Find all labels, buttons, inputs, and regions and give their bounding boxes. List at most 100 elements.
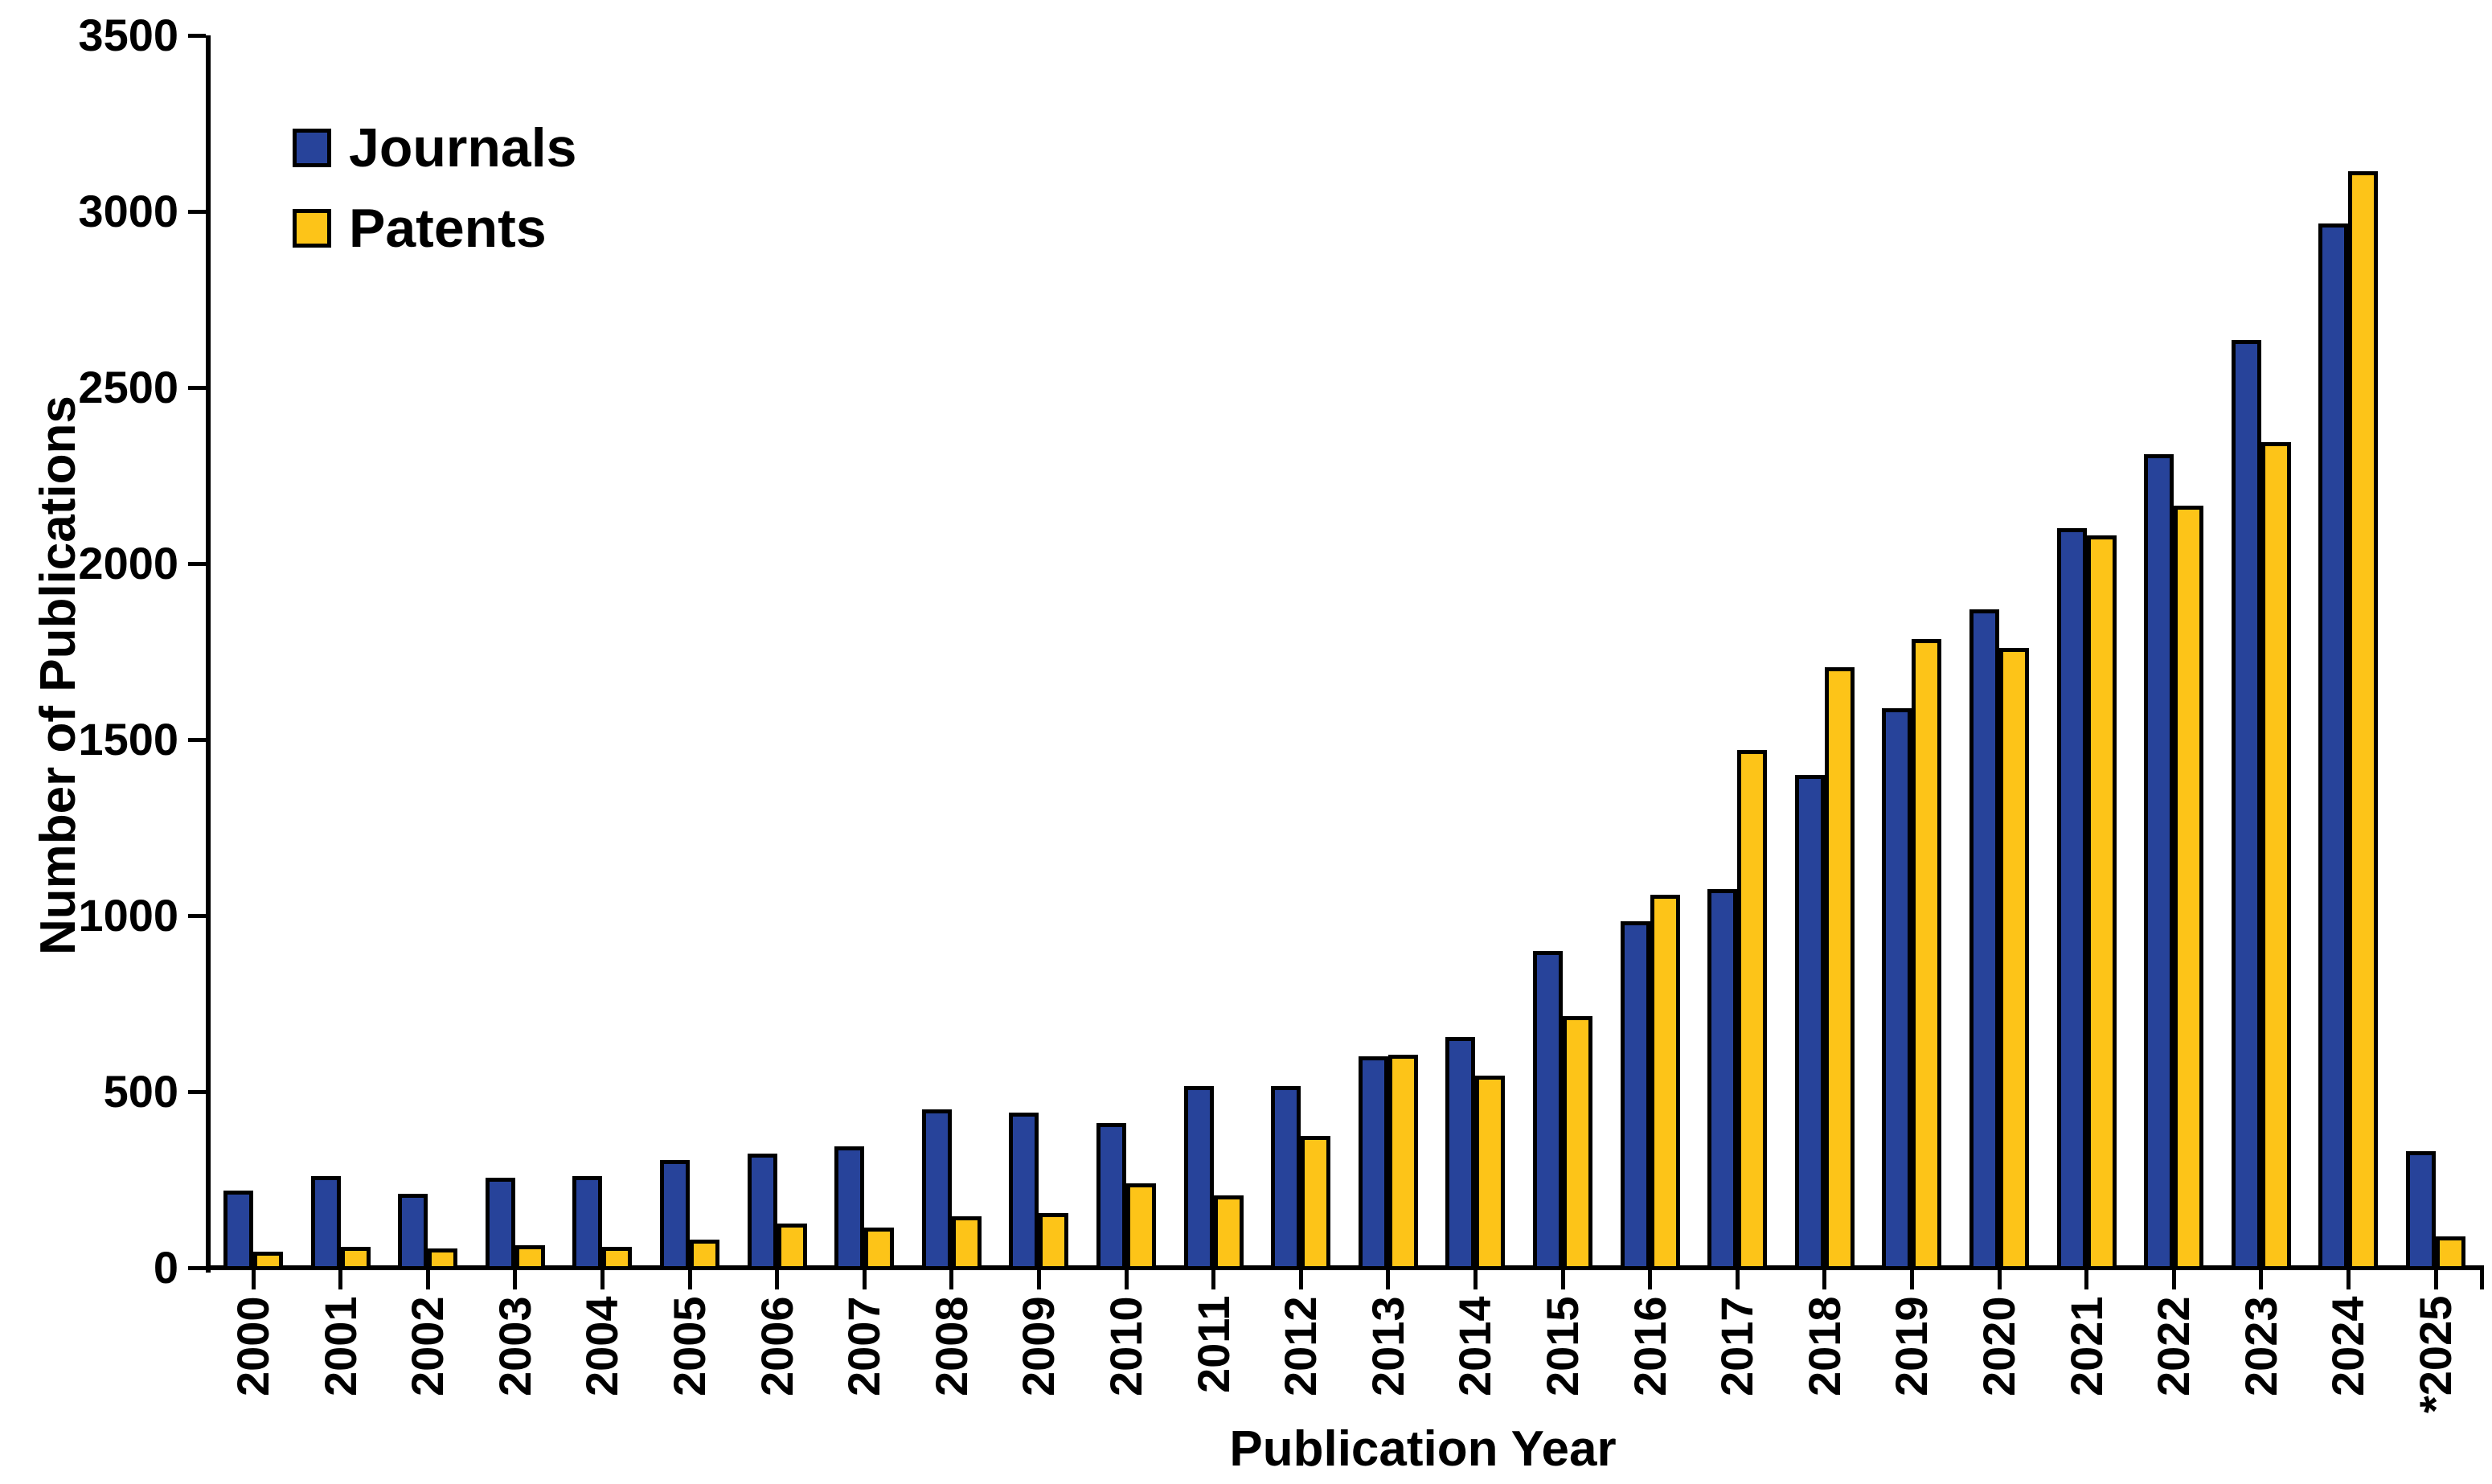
y-tick-label: 1500 xyxy=(78,714,178,765)
bar-patents-2000 xyxy=(253,1252,283,1270)
y-tick-label: 0 xyxy=(153,1242,178,1293)
y-tick-label: 1000 xyxy=(78,890,178,941)
x-tick-label: 2008 xyxy=(925,1296,977,1396)
x-tick-label: 2011 xyxy=(1187,1296,1239,1394)
y-axis-line xyxy=(206,35,211,1273)
bar-patents-2025 xyxy=(2436,1236,2465,1270)
bar-patents-2024 xyxy=(2348,170,2379,1270)
x-tick xyxy=(2346,1270,2351,1289)
bar-patents-2012 xyxy=(1301,1135,1331,1270)
x-tick-label: 2010 xyxy=(1100,1296,1151,1396)
x-tick-label: 2000 xyxy=(227,1296,278,1396)
bar-journals-2022 xyxy=(2144,454,2174,1270)
y-tick-label: 2000 xyxy=(78,538,178,588)
x-tick xyxy=(425,1270,430,1289)
x-tick xyxy=(600,1270,605,1289)
x-tick-label: 2014 xyxy=(1449,1296,1501,1396)
x-tick-label: *2025 xyxy=(2410,1296,2461,1414)
x-tick-label: 2024 xyxy=(2322,1296,2374,1396)
bar-journals-2012 xyxy=(1271,1086,1301,1270)
bar-journals-2017 xyxy=(1707,889,1738,1270)
bar-patents-2022 xyxy=(2174,505,2204,1270)
bar-journals-2006 xyxy=(747,1153,777,1270)
bar-journals-2003 xyxy=(485,1178,515,1270)
bar-patents-2016 xyxy=(1650,894,1680,1270)
x-tick xyxy=(687,1270,692,1289)
x-tick xyxy=(2433,1270,2438,1289)
bar-patents-2009 xyxy=(1039,1213,1069,1270)
bar-journals-2020 xyxy=(1969,609,1999,1270)
x-tick xyxy=(1036,1270,1041,1289)
y-tick xyxy=(188,738,206,742)
legend-item-journals: Journals xyxy=(293,114,576,182)
bar-patents-2017 xyxy=(1737,750,1768,1270)
bar-journals-2008 xyxy=(921,1109,952,1270)
bar-journals-2024 xyxy=(2318,223,2349,1270)
y-tick xyxy=(188,914,206,918)
x-tick xyxy=(1822,1270,1827,1289)
y-tick xyxy=(188,34,206,38)
x-tick-label: 2023 xyxy=(2235,1296,2286,1396)
bar-patents-2021 xyxy=(2086,535,2117,1270)
x-tick xyxy=(1211,1270,1216,1289)
bar-patents-2004 xyxy=(602,1246,633,1270)
x-tick-label: 2004 xyxy=(576,1296,628,1396)
x-tick-label: 2005 xyxy=(664,1296,715,1396)
bar-journals-2001 xyxy=(310,1176,341,1270)
y-tick xyxy=(188,562,206,566)
x-tick xyxy=(1386,1270,1391,1289)
legend-swatch-journals-icon xyxy=(293,129,331,167)
y-tick-label: 3500 xyxy=(78,10,178,60)
x-tick-label: 2002 xyxy=(402,1296,453,1396)
bar-patents-2007 xyxy=(864,1227,895,1270)
x-tick-label: 2012 xyxy=(1275,1296,1326,1396)
x-tick-label: 2001 xyxy=(314,1296,366,1396)
x-tick-label: 2013 xyxy=(1362,1296,1413,1396)
bar-journals-2021 xyxy=(2056,528,2087,1270)
x-tick-end xyxy=(2480,1270,2484,1289)
x-tick xyxy=(2259,1270,2264,1289)
x-tick-label: 2006 xyxy=(751,1296,802,1396)
x-tick-label: 2019 xyxy=(1886,1296,1937,1396)
x-tick xyxy=(1648,1270,1653,1289)
x-tick xyxy=(2171,1270,2176,1289)
x-tick-label: 2020 xyxy=(1974,1296,2024,1396)
x-tick-label: 2009 xyxy=(1013,1296,1064,1396)
x-tick-label: 2017 xyxy=(1711,1296,1763,1396)
bar-patents-2015 xyxy=(1563,1015,1592,1270)
x-axis-title: Publication Year xyxy=(1229,1421,1617,1477)
x-tick-label: 2003 xyxy=(489,1296,540,1396)
bar-journals-2025 xyxy=(2406,1151,2436,1270)
bar-journals-2002 xyxy=(398,1194,428,1270)
x-tick xyxy=(2084,1270,2089,1289)
bar-patents-2023 xyxy=(2260,441,2291,1270)
y-tick-label: 3000 xyxy=(78,186,178,236)
bar-journals-2014 xyxy=(1445,1037,1476,1270)
legend-item-patents: Patents xyxy=(293,195,576,262)
x-tick xyxy=(775,1270,780,1289)
bar-journals-2009 xyxy=(1009,1113,1039,1270)
legend-label-journals: Journals xyxy=(349,117,577,178)
x-tick xyxy=(1909,1270,1914,1289)
bar-journals-2011 xyxy=(1183,1086,1214,1270)
bar-journals-2005 xyxy=(660,1160,690,1270)
bar-patents-2005 xyxy=(690,1239,719,1270)
bar-patents-2006 xyxy=(777,1224,807,1270)
x-tick-label: 2016 xyxy=(1624,1296,1675,1396)
y-tick xyxy=(188,1090,206,1094)
x-tick xyxy=(1124,1270,1129,1289)
bar-journals-2016 xyxy=(1620,920,1650,1270)
bar-patents-2001 xyxy=(340,1246,371,1270)
y-tick-label: 500 xyxy=(103,1066,178,1117)
bar-journals-2007 xyxy=(834,1146,865,1270)
x-tick-label: 2018 xyxy=(1798,1296,1850,1396)
bar-journals-2000 xyxy=(223,1190,253,1270)
bar-patents-2013 xyxy=(1387,1055,1418,1270)
legend: Journals Patents xyxy=(293,114,576,275)
bar-journals-2015 xyxy=(1533,950,1563,1270)
bar-journals-2018 xyxy=(1794,774,1825,1270)
bar-patents-2014 xyxy=(1475,1076,1506,1270)
x-tick xyxy=(1997,1270,2002,1289)
bar-journals-2019 xyxy=(1882,707,1912,1270)
